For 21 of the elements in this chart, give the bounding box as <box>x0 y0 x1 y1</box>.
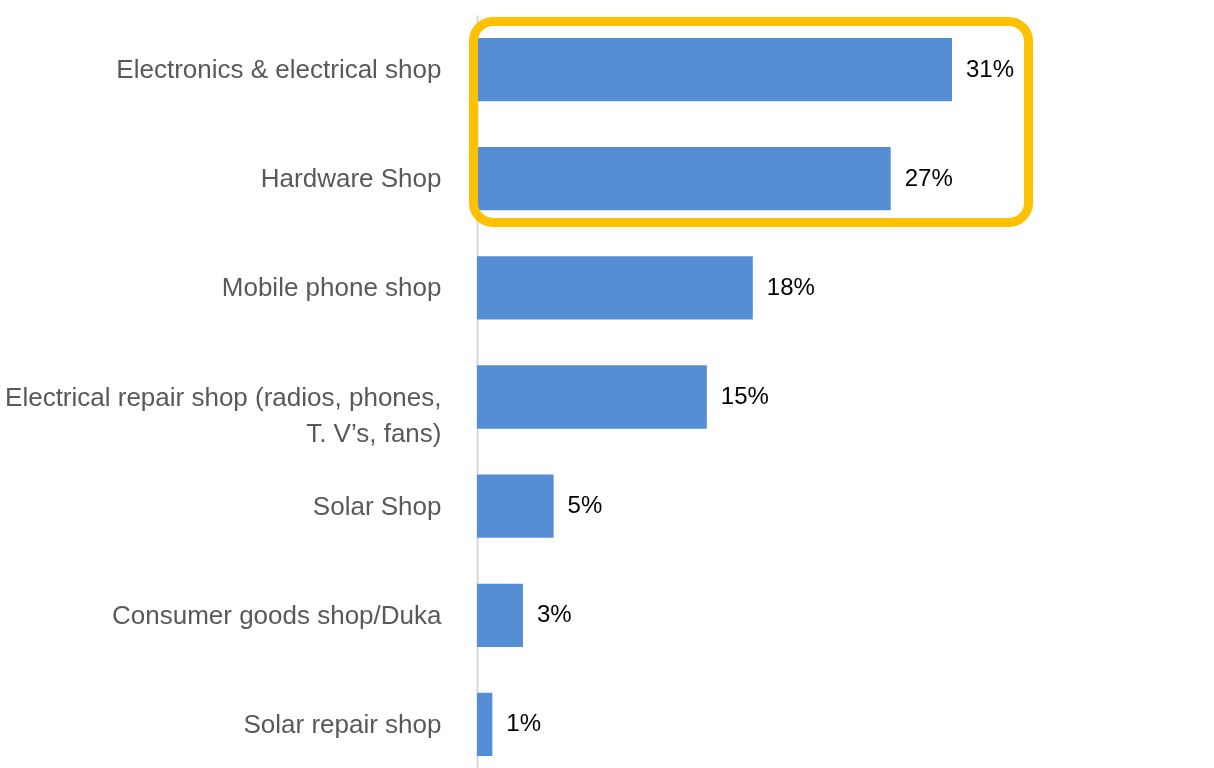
y-tick-label: Solar Shop <box>312 490 442 521</box>
bar <box>477 147 891 211</box>
bar <box>477 37 952 102</box>
bar <box>477 583 523 647</box>
data-label: 31% <box>966 54 1015 82</box>
data-label: 15% <box>720 382 769 409</box>
y-tick-label: Mobile phone shop <box>221 272 442 303</box>
y-tick-label: Hardware Shop <box>260 163 442 194</box>
bar <box>477 365 707 429</box>
data-label: 5% <box>567 491 603 519</box>
y-tick-label: Solar repair shop <box>243 708 442 739</box>
data-label: 18% <box>766 272 815 300</box>
bar <box>477 256 753 320</box>
bar <box>477 692 493 757</box>
bar <box>477 474 554 538</box>
y-tick-label: Electronics & electrical shop <box>116 54 442 85</box>
y-tick-label: Electrical repair shop (radios, phones, T. V’s, fans) <box>5 381 442 448</box>
data-label: 27% <box>904 163 953 191</box>
data-label: 3% <box>536 600 572 628</box>
data-label: 1% <box>506 709 542 737</box>
y-tick-label: Consumer goods shop/Duka <box>111 599 443 630</box>
